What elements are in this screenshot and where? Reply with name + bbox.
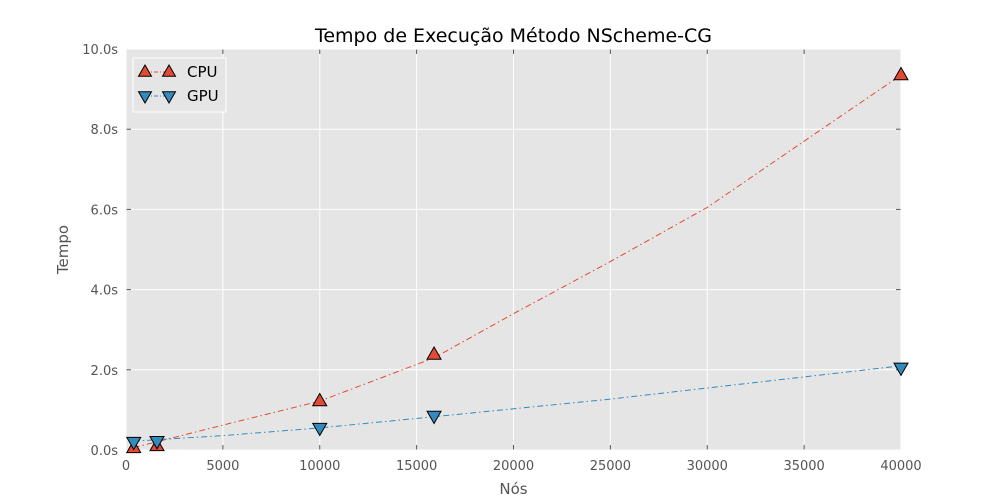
legend-box [132, 57, 227, 113]
y-tick-label: 8.0s [91, 123, 119, 138]
y-tick-label: 4.0s [91, 284, 119, 299]
x-tick-label: 20000 [493, 459, 534, 474]
x-tick-label: 35000 [783, 459, 824, 474]
gpu-data-point [311, 422, 328, 437]
cpu-legend-label: CPU [187, 63, 218, 81]
gpu-legend-marker [137, 91, 153, 105]
cpu-legend-marker [161, 63, 177, 77]
x-axis-label: Nós [499, 480, 527, 498]
cpu-data-point [426, 346, 442, 360]
cpu-data-point [893, 66, 909, 81]
cpu-trend-line [133, 74, 902, 449]
gpu-data-point [893, 362, 909, 377]
x-tick-label: 25000 [590, 459, 631, 474]
data-markers [125, 66, 909, 454]
gpu-data-point [125, 436, 142, 451]
gpu-legend-label: GPU [187, 87, 219, 105]
x-tick-label: 0 [122, 459, 130, 474]
chart-title: Tempo de Execução Método NScheme-CG [314, 25, 712, 47]
legend: CPU GPU [132, 57, 227, 113]
cpu-legend-marker [137, 63, 153, 77]
y-tick-label: 0.0s [91, 444, 119, 459]
axes-frame [125, 48, 902, 451]
cpu-data-point [311, 392, 328, 407]
y-tick-label: 10.0s [82, 43, 118, 58]
gpu-trend-line [133, 365, 902, 442]
x-tick-label: 5000 [206, 459, 239, 474]
x-tick-label: 40000 [880, 459, 921, 474]
y-tick-label: 6.0s [91, 203, 119, 218]
x-tick-label: 10000 [299, 459, 340, 474]
tick-labels: 0 5000 10000 15000 20000 25000 30000 35000 40000… [82, 43, 921, 474]
y-tick-label: 2.0s [91, 364, 119, 379]
gpu-legend-marker [161, 91, 177, 105]
x-tick-label: 15000 [396, 459, 437, 474]
gpu-data-point [426, 410, 442, 425]
fit-lines [133, 74, 902, 449]
gpu-data-point [149, 436, 165, 450]
x-tick-label: 30000 [687, 459, 728, 474]
axes-border [125, 48, 902, 451]
y-axis-label: Tempo [54, 225, 72, 275]
